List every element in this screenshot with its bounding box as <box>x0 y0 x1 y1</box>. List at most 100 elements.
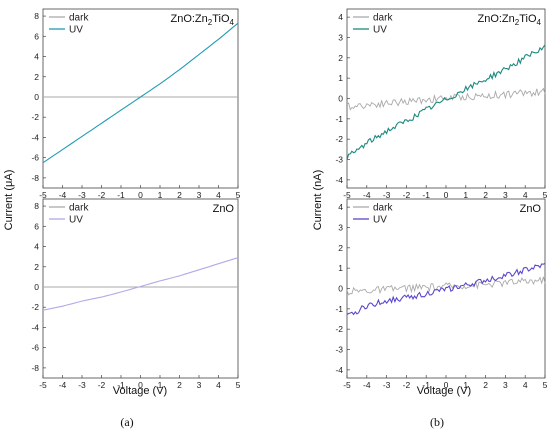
y-tick-label: 6 <box>34 31 39 41</box>
y-tick-label: -2 <box>31 302 39 312</box>
plot-frame <box>346 8 546 189</box>
plot-frame <box>42 8 239 189</box>
legend-label-uv: UV <box>69 25 83 36</box>
series-line-uv <box>42 22 239 164</box>
y-tick-label: -1 <box>335 304 343 314</box>
x-tick-label: -4 <box>59 190 67 200</box>
panel-title: ZnO <box>520 203 542 215</box>
y-tick-label: 0 <box>338 284 343 294</box>
x-tick-label: 4 <box>216 380 221 390</box>
y-tick-label: -4 <box>335 365 343 375</box>
x-tick-label: -2 <box>403 190 411 200</box>
x-tick-label: 0 <box>444 190 449 200</box>
xlabel-b: Voltage (V) <box>417 385 471 397</box>
x-tick-label: 0 <box>138 380 143 390</box>
x-tick-label: -2 <box>403 380 411 390</box>
x-tick-label: -2 <box>98 380 106 390</box>
y-tick-label: -2 <box>335 324 343 334</box>
y-tick-label: -3 <box>335 345 343 355</box>
panel-title: ZnO:Zn2TiO4 <box>477 13 541 27</box>
x-tick-label: -1 <box>422 380 430 390</box>
x-tick-label: -3 <box>78 380 86 390</box>
y-tick-label: 6 <box>34 221 39 231</box>
x-tick-label: 2 <box>483 190 488 200</box>
panel-title: ZnO <box>213 203 235 215</box>
y-tick-label: -1 <box>335 114 343 124</box>
y-tick-label: 4 <box>34 242 39 252</box>
ylabel-b: Current (nA) <box>312 170 324 231</box>
y-tick-label: 0 <box>338 94 343 104</box>
y-tick-label: 2 <box>338 243 343 253</box>
x-tick-label: 2 <box>177 190 182 200</box>
legend-label-dark: dark <box>373 13 393 24</box>
x-tick-label: -5 <box>39 190 47 200</box>
x-tick-label: 3 <box>503 380 508 390</box>
x-tick-label: -5 <box>343 380 351 390</box>
legend-label-dark: dark <box>373 203 393 214</box>
plot-frame <box>42 198 239 379</box>
legend-label-uv: UV <box>373 25 387 36</box>
series-line-uv <box>346 262 546 316</box>
series-line-dark <box>346 276 546 296</box>
y-tick-label: 2 <box>338 53 343 63</box>
panel-label-b: (b) <box>430 415 444 429</box>
x-tick-label: 1 <box>463 380 468 390</box>
x-tick-label: -4 <box>59 380 67 390</box>
y-tick-label: 8 <box>34 11 39 21</box>
x-tick-label: -4 <box>363 190 371 200</box>
x-tick-label: 1 <box>463 190 468 200</box>
x-tick-label: -4 <box>363 380 371 390</box>
y-tick-label: 3 <box>338 222 343 232</box>
x-tick-label: -3 <box>78 190 86 200</box>
y-tick-label: 4 <box>338 202 343 212</box>
y-tick-label: -2 <box>31 112 39 122</box>
y-tick-label: 2 <box>34 72 39 82</box>
y-tick-label: -8 <box>31 173 39 183</box>
x-tick-label: 3 <box>197 380 202 390</box>
x-tick-label: 5 <box>543 380 548 390</box>
legend-label-dark: dark <box>69 13 89 24</box>
x-tick-label: 0 <box>444 380 449 390</box>
x-tick-label: -1 <box>117 190 125 200</box>
y-tick-label: -6 <box>31 343 39 353</box>
y-tick-label: -4 <box>31 322 39 332</box>
y-tick-label: -4 <box>335 175 343 185</box>
x-tick-label: -1 <box>422 190 430 200</box>
x-tick-label: 5 <box>236 190 241 200</box>
legend-label-dark: dark <box>69 203 89 214</box>
y-tick-label: 8 <box>34 201 39 211</box>
x-tick-label: 3 <box>197 190 202 200</box>
panel-title: ZnO:Zn2TiO4 <box>170 13 234 27</box>
x-tick-label: 2 <box>483 380 488 390</box>
x-tick-label: 4 <box>523 190 528 200</box>
x-tick-label: 1 <box>158 190 163 200</box>
legend-label-uv: UV <box>69 215 83 226</box>
y-tick-label: -3 <box>335 155 343 165</box>
series-line-uv <box>42 257 239 311</box>
y-tick-label: 1 <box>338 263 343 273</box>
x-tick-label: 3 <box>503 190 508 200</box>
x-tick-label: -3 <box>383 380 391 390</box>
legend-label-uv: UV <box>373 215 387 226</box>
y-tick-label: 0 <box>34 282 39 292</box>
y-tick-label: -2 <box>335 134 343 144</box>
series-line-uv <box>346 44 546 161</box>
x-tick-label: -5 <box>39 380 47 390</box>
y-tick-label: 1 <box>338 73 343 83</box>
y-tick-label: -6 <box>31 153 39 163</box>
x-tick-label: 5 <box>543 190 548 200</box>
x-tick-label: 2 <box>177 380 182 390</box>
x-tick-label: -3 <box>383 190 391 200</box>
x-tick-label: 1 <box>158 380 163 390</box>
x-tick-label: 5 <box>236 380 241 390</box>
y-tick-label: 3 <box>338 32 343 42</box>
x-tick-label: 0 <box>138 190 143 200</box>
x-tick-label: 4 <box>523 380 528 390</box>
y-tick-label: -8 <box>31 363 39 373</box>
